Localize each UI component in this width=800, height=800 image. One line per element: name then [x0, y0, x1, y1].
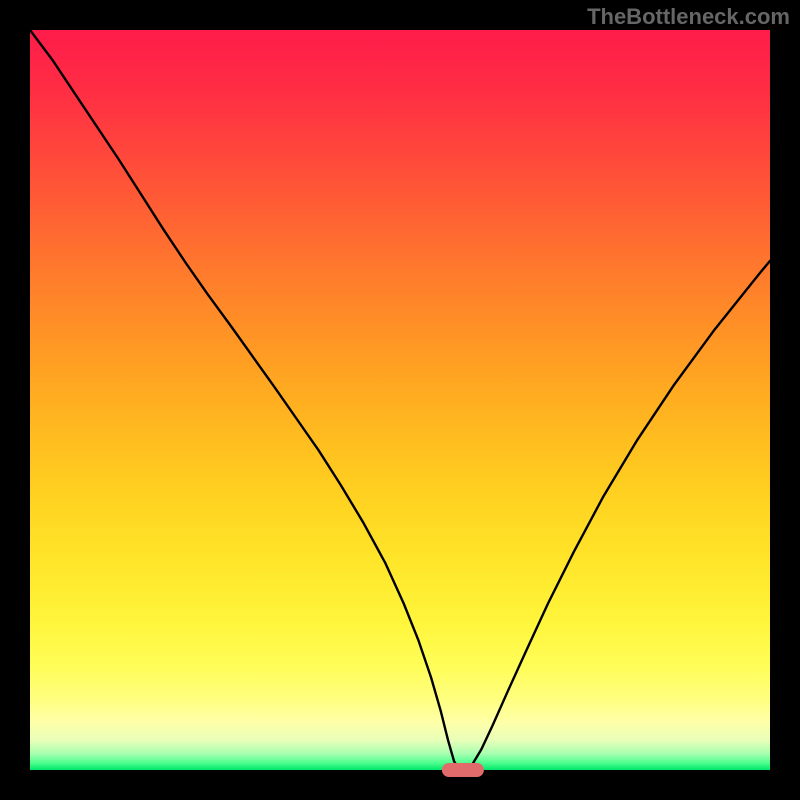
watermark-text: TheBottleneck.com	[587, 4, 790, 30]
chart-container: TheBottleneck.com	[0, 0, 800, 800]
minimum-marker	[442, 763, 484, 777]
plot-background-gradient	[30, 30, 770, 770]
plot-svg	[0, 0, 800, 800]
